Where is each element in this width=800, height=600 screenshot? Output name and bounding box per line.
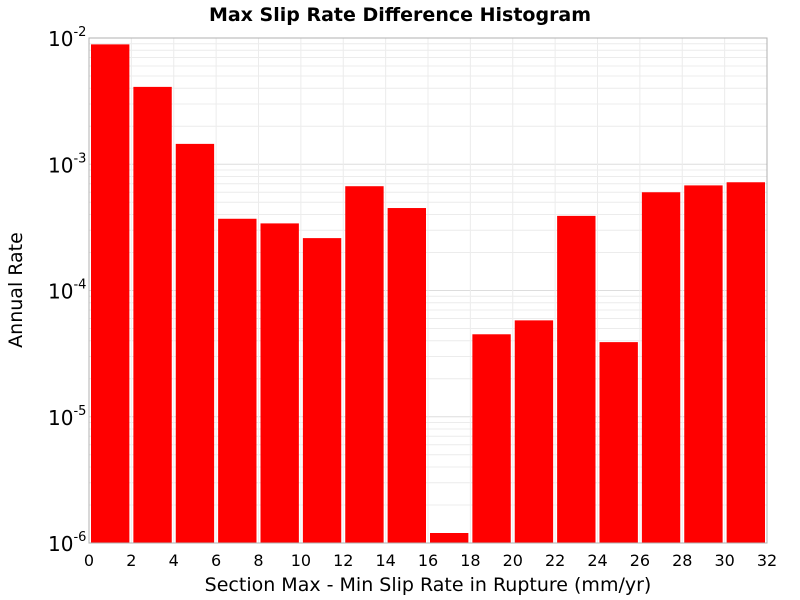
bar <box>302 238 342 543</box>
y-tick-label: 10-4 <box>48 278 86 304</box>
x-tick-label: 24 <box>587 551 607 570</box>
x-tick-label: 32 <box>757 551 777 570</box>
bar <box>218 218 257 543</box>
bar <box>472 334 511 543</box>
y-tick-label: 10-5 <box>48 404 86 430</box>
bar <box>641 192 681 543</box>
x-tick-label: 16 <box>418 551 438 570</box>
bar <box>557 215 596 543</box>
x-tick-label: 6 <box>211 551 221 570</box>
x-tick-label: 20 <box>503 551 523 570</box>
x-tick-label: 30 <box>714 551 734 570</box>
x-tick-label: 14 <box>375 551 395 570</box>
x-tick-label: 8 <box>253 551 263 570</box>
x-axis-label: Section Max - Min Slip Rate in Rupture (… <box>205 574 652 596</box>
bar <box>726 182 765 543</box>
bars <box>91 44 765 543</box>
y-tick-label: 10-3 <box>48 151 86 177</box>
x-tick-label: 12 <box>333 551 353 570</box>
bar <box>345 186 384 543</box>
bar <box>387 208 426 543</box>
x-tick-label: 2 <box>126 551 136 570</box>
y-axis-label: Annual Rate <box>5 232 27 348</box>
x-tick-label: 22 <box>545 551 565 570</box>
chart-title: Max Slip Rate Difference Histogram <box>209 4 591 26</box>
bar <box>599 342 638 543</box>
x-tick-label: 26 <box>630 551 650 570</box>
bar <box>430 533 469 543</box>
y-tick-label: 10-2 <box>48 25 86 51</box>
bar <box>175 143 215 543</box>
plot-frame <box>88 37 768 544</box>
x-tick-label: 18 <box>460 551 480 570</box>
y-tick-labels: 10-2 10-3 10-4 10-5 10-6 <box>48 25 86 556</box>
bar <box>133 86 172 543</box>
x-tick-label: 0 <box>84 551 94 570</box>
x-tick-label: 28 <box>672 551 692 570</box>
bar <box>260 223 299 543</box>
bar <box>684 185 723 543</box>
bar <box>91 44 130 543</box>
x-tick-labels: 0 2 4 6 8 10 12 14 16 18 20 22 24 26 28 30 32 <box>84 551 777 570</box>
x-tick-label: 10 <box>291 551 311 570</box>
y-tick-label: 10-6 <box>48 530 86 556</box>
bar <box>514 320 554 543</box>
x-tick-label: 4 <box>169 551 179 570</box>
